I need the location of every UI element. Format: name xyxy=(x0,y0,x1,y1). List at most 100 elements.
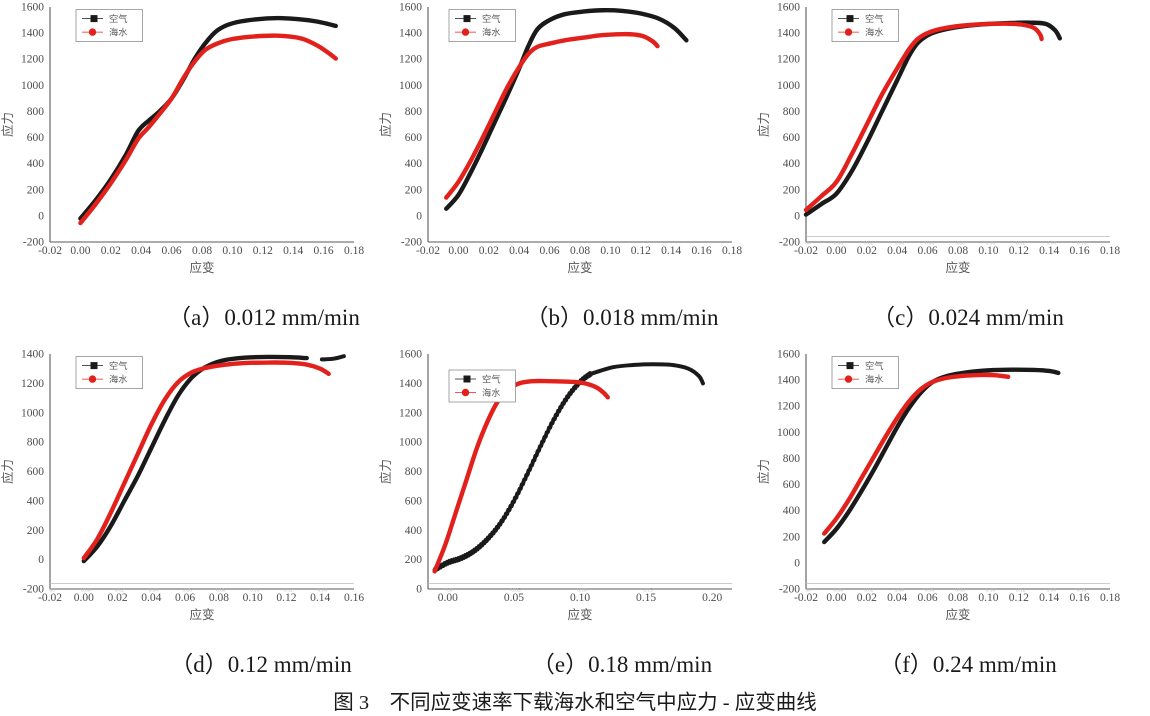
svg-text:1400: 1400 xyxy=(777,375,800,387)
svg-text:0.06: 0.06 xyxy=(182,588,192,594)
svg-text:海水: 海水 xyxy=(482,387,501,399)
svg-text:-0.02: -0.02 xyxy=(38,245,62,257)
svg-text:0: 0 xyxy=(38,554,44,566)
svg-text:0.00: 0.00 xyxy=(70,245,90,257)
svg-text:应力: 应力 xyxy=(756,459,771,484)
svg-text:0.12: 0.12 xyxy=(1009,245,1029,257)
svg-text:0.10: 0.10 xyxy=(570,592,590,604)
svg-text:0.04: 0.04 xyxy=(131,245,151,257)
svg-text:0.18: 0.18 xyxy=(1100,592,1120,604)
svg-text:1000: 1000 xyxy=(399,80,422,92)
svg-text:0.14: 0.14 xyxy=(1047,588,1057,594)
svg-text:0.02: 0.02 xyxy=(857,245,877,257)
svg-text:应变: 应变 xyxy=(945,607,970,622)
svg-text:600: 600 xyxy=(783,479,801,491)
svg-text:0.12: 0.12 xyxy=(631,245,651,257)
svg-text:应力: 应力 xyxy=(756,112,771,137)
svg-text:0.02: 0.02 xyxy=(107,592,127,604)
svg-text:空气: 空气 xyxy=(109,13,128,25)
svg-text:800: 800 xyxy=(783,106,801,118)
svg-text:1400: 1400 xyxy=(777,28,800,40)
svg-text:0.14: 0.14 xyxy=(1039,245,1059,257)
svg-text:0.10: 0.10 xyxy=(222,245,242,257)
svg-text:1400: 1400 xyxy=(399,378,422,390)
svg-text:0.06: 0.06 xyxy=(925,588,935,594)
svg-text:1000: 1000 xyxy=(399,437,422,449)
svg-text:0.04: 0.04 xyxy=(887,592,907,604)
svg-text:0.04: 0.04 xyxy=(895,588,905,594)
svg-text:0.00: 0.00 xyxy=(438,592,458,604)
svg-text:0.02: 0.02 xyxy=(864,241,874,247)
svg-text:0.00: 0.00 xyxy=(74,592,94,604)
svg-text:800: 800 xyxy=(27,437,45,449)
svg-text:0.02: 0.02 xyxy=(479,245,499,257)
svg-text:0.12: 0.12 xyxy=(276,592,296,604)
svg-text:0.12: 0.12 xyxy=(1009,592,1029,604)
svg-text:400: 400 xyxy=(783,158,801,170)
svg-text:1200: 1200 xyxy=(399,54,422,66)
svg-text:0.05: 0.05 xyxy=(504,592,524,604)
svg-text:400: 400 xyxy=(405,158,423,170)
svg-text:1200: 1200 xyxy=(777,401,800,413)
svg-text:0.08: 0.08 xyxy=(570,245,590,257)
svg-text:0.16: 0.16 xyxy=(1070,245,1090,257)
svg-text:空气: 空气 xyxy=(482,13,501,25)
svg-text:1400: 1400 xyxy=(21,28,44,40)
svg-text:00: 00 xyxy=(805,241,811,247)
svg-text:1000: 1000 xyxy=(777,80,800,92)
svg-text:00: 00 xyxy=(49,588,55,594)
svg-text:400: 400 xyxy=(27,495,45,507)
svg-text:-0.02: -0.02 xyxy=(794,592,818,604)
svg-text:0.08: 0.08 xyxy=(948,592,968,604)
svg-text:空气: 空气 xyxy=(109,360,128,372)
svg-text:0.18: 0.18 xyxy=(1100,245,1120,257)
svg-text:1200: 1200 xyxy=(399,407,422,419)
svg-text:0.14: 0.14 xyxy=(1039,592,1059,604)
svg-text:0.00: 0.00 xyxy=(81,588,91,594)
svg-text:0.02: 0.02 xyxy=(101,245,121,257)
svg-text:应力: 应力 xyxy=(0,459,15,484)
svg-text:0: 0 xyxy=(794,210,800,222)
svg-text:海水: 海水 xyxy=(865,373,884,385)
svg-text:0.06: 0.06 xyxy=(918,592,938,604)
svg-text:200: 200 xyxy=(27,525,45,537)
svg-text:0.10: 0.10 xyxy=(978,592,998,604)
svg-text:1200: 1200 xyxy=(21,54,44,66)
svg-text:0.02: 0.02 xyxy=(857,592,877,604)
svg-text:400: 400 xyxy=(405,525,423,537)
svg-text:0.14: 0.14 xyxy=(1047,241,1057,247)
svg-text:800: 800 xyxy=(783,453,801,465)
svg-text:应力: 应力 xyxy=(0,112,15,137)
svg-text:0.05: 0.05 xyxy=(511,588,521,594)
svg-text:空气: 空气 xyxy=(865,360,884,372)
svg-text:0.16: 0.16 xyxy=(692,245,712,257)
svg-text:0.00: 0.00 xyxy=(834,588,844,594)
svg-text:0.15: 0.15 xyxy=(643,588,653,594)
svg-text:1000: 1000 xyxy=(21,407,44,419)
svg-text:0.16: 0.16 xyxy=(314,245,334,257)
svg-text:应力: 应力 xyxy=(378,112,393,137)
svg-text:0.06: 0.06 xyxy=(175,592,195,604)
svg-text:0.15: 0.15 xyxy=(636,592,656,604)
svg-text:0.04: 0.04 xyxy=(141,592,161,604)
svg-text:海水: 海水 xyxy=(109,26,128,38)
svg-text:400: 400 xyxy=(27,158,45,170)
svg-text:0.06: 0.06 xyxy=(162,245,182,257)
svg-text:0.10: 0.10 xyxy=(243,592,263,604)
svg-text:0.16: 0.16 xyxy=(1077,588,1087,594)
svg-text:0.18: 0.18 xyxy=(344,245,364,257)
svg-text:200: 200 xyxy=(27,184,45,196)
svg-text:600: 600 xyxy=(405,495,423,507)
svg-text:00: 00 xyxy=(805,588,811,594)
svg-text:1600: 1600 xyxy=(399,2,422,14)
svg-text:0.14: 0.14 xyxy=(283,245,303,257)
svg-text:空气: 空气 xyxy=(865,13,884,25)
svg-text:0.16: 0.16 xyxy=(344,592,364,604)
svg-text:0.18: 0.18 xyxy=(722,245,742,257)
svg-text:0.02: 0.02 xyxy=(115,588,125,594)
svg-text:1000: 1000 xyxy=(21,80,44,92)
svg-text:600: 600 xyxy=(27,132,45,144)
svg-text:1000: 1000 xyxy=(777,427,800,439)
svg-text:0.12: 0.12 xyxy=(1016,588,1026,594)
svg-text:0.10: 0.10 xyxy=(600,245,620,257)
